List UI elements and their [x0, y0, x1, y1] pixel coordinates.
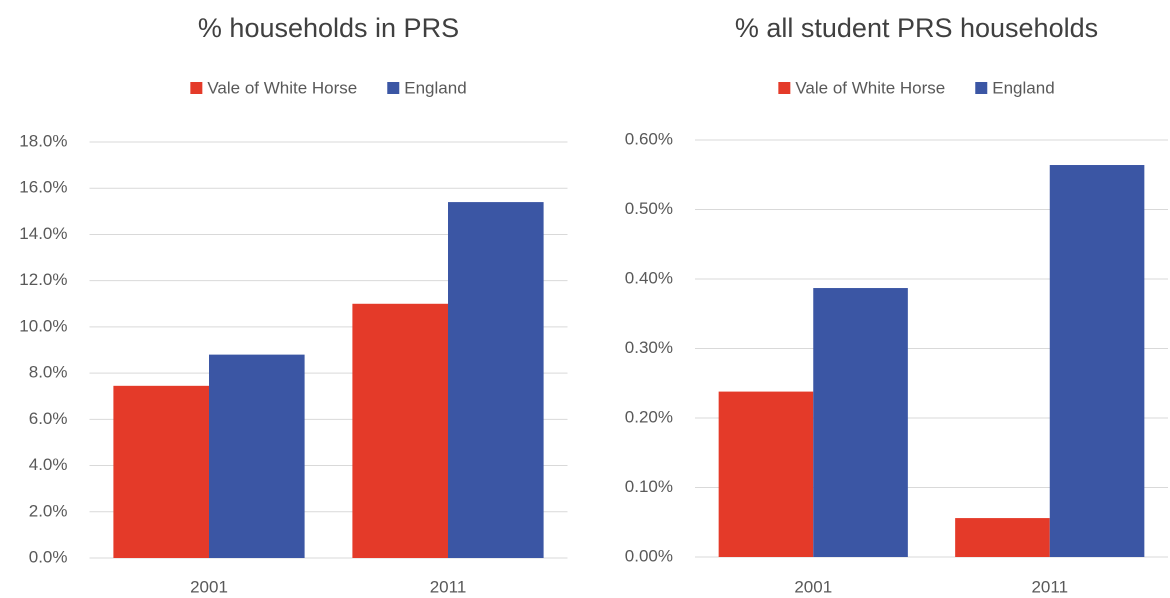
y-tick-label: 2.0%: [29, 501, 68, 520]
y-tick-label: 8.0%: [29, 363, 68, 382]
y-tick-label: 6.0%: [29, 409, 68, 428]
chart: % households in PRS 0.0% 2.0% 4.0% 6.0% 8.0% 1…: [19, 13, 568, 596]
legend-label: Vale of White Horse: [207, 78, 357, 97]
y-tick-label: 10.0%: [19, 316, 67, 335]
x-tick-label: 2001: [190, 577, 228, 596]
y-tick-label: 0.20%: [625, 407, 673, 426]
bar: [209, 354, 305, 558]
bar: [813, 288, 908, 557]
legend-swatch: [190, 82, 203, 94]
bar: [955, 518, 1050, 557]
x-tick-label: 2011: [1031, 577, 1068, 596]
y-tick-label: 14.0%: [19, 224, 67, 243]
y-tick-label: 4.0%: [29, 455, 68, 474]
legend-swatch: [387, 82, 400, 94]
chart-title: % households in PRS: [198, 13, 459, 43]
bar: [1049, 165, 1145, 557]
y-tick-label: 0.40%: [625, 268, 673, 287]
chart-title: % all student PRS households: [735, 13, 1098, 43]
x-tick-label: 2011: [430, 577, 467, 596]
bar: [352, 303, 448, 558]
y-tick-label: 0.50%: [625, 199, 673, 218]
y-tick-label: 16.0%: [19, 178, 67, 197]
legend-swatch: [778, 82, 791, 94]
y-tick-label: 0.00%: [625, 546, 673, 565]
legend-swatch: [975, 82, 988, 94]
bar: [718, 391, 814, 557]
legend-label: Vale of White Horse: [795, 78, 945, 97]
y-tick-label: 12.0%: [19, 270, 67, 289]
legend-label: England: [404, 78, 466, 97]
legend-label: England: [992, 78, 1054, 97]
y-tick-label: 18.0%: [19, 131, 67, 150]
y-tick-label: 0.10%: [625, 477, 673, 496]
y-tick-label: 0.60%: [625, 129, 673, 148]
bar: [448, 202, 544, 559]
x-tick-label: 2001: [794, 577, 832, 596]
legend: Vale of White Horse England: [778, 78, 1055, 97]
y-tick-label: 0.0%: [29, 547, 68, 566]
chart: % all student PRS households 0.00% 0.10% 0.…: [625, 13, 1168, 596]
legend: Vale of White Horse England: [190, 78, 467, 97]
y-tick-label: 0.30%: [625, 338, 673, 357]
bar: [113, 385, 209, 558]
